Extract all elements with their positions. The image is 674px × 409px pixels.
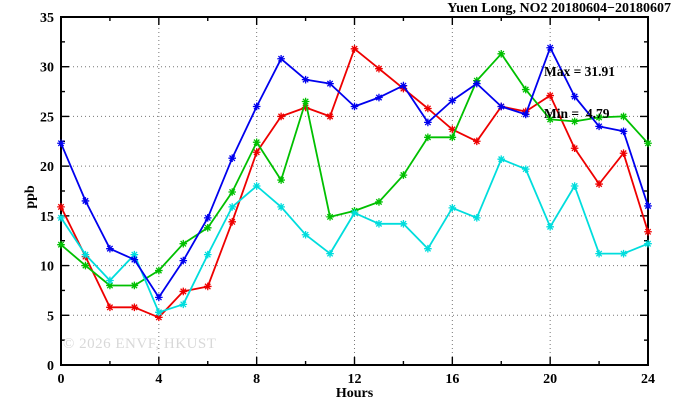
y-tick-label: 0	[47, 359, 54, 374]
y-tick-label: 15	[40, 210, 54, 225]
x-tick-label: 16	[445, 372, 459, 387]
x-tick-label: 8	[253, 372, 260, 387]
x-tick-label: 4	[155, 372, 162, 387]
y-tick-label: 10	[40, 260, 54, 275]
x-tick-label: 20	[543, 372, 557, 387]
series-green-markers	[57, 49, 652, 290]
x-tick-label: 12	[348, 372, 362, 387]
watermark: © 2026 ENVF, HKUST	[63, 336, 217, 352]
y-tick-label: 5	[47, 309, 54, 324]
y-axis-label: ppb	[23, 185, 38, 209]
y-tick-label: 25	[40, 110, 54, 125]
y-tick-label: 20	[40, 160, 54, 175]
y-tick-label: 35	[40, 11, 54, 26]
x-axis-label: Hours	[335, 386, 374, 401]
series-blue-markers	[57, 43, 652, 302]
y-tick-label: 30	[40, 61, 54, 76]
chart-title: Yuen Long, NO2 20180604−20180607	[447, 1, 671, 16]
series-cyan-markers	[57, 155, 652, 317]
max-value-label: Max = 31.91	[544, 64, 616, 79]
x-tick-label: 24	[641, 372, 655, 387]
series-cyan-line	[60, 158, 649, 314]
min-value-label: Min = 4.79	[544, 106, 610, 121]
x-tick-label: 0	[58, 372, 65, 387]
max-min-annotation: Max = 31.91 Min = 4.79	[544, 37, 615, 149]
